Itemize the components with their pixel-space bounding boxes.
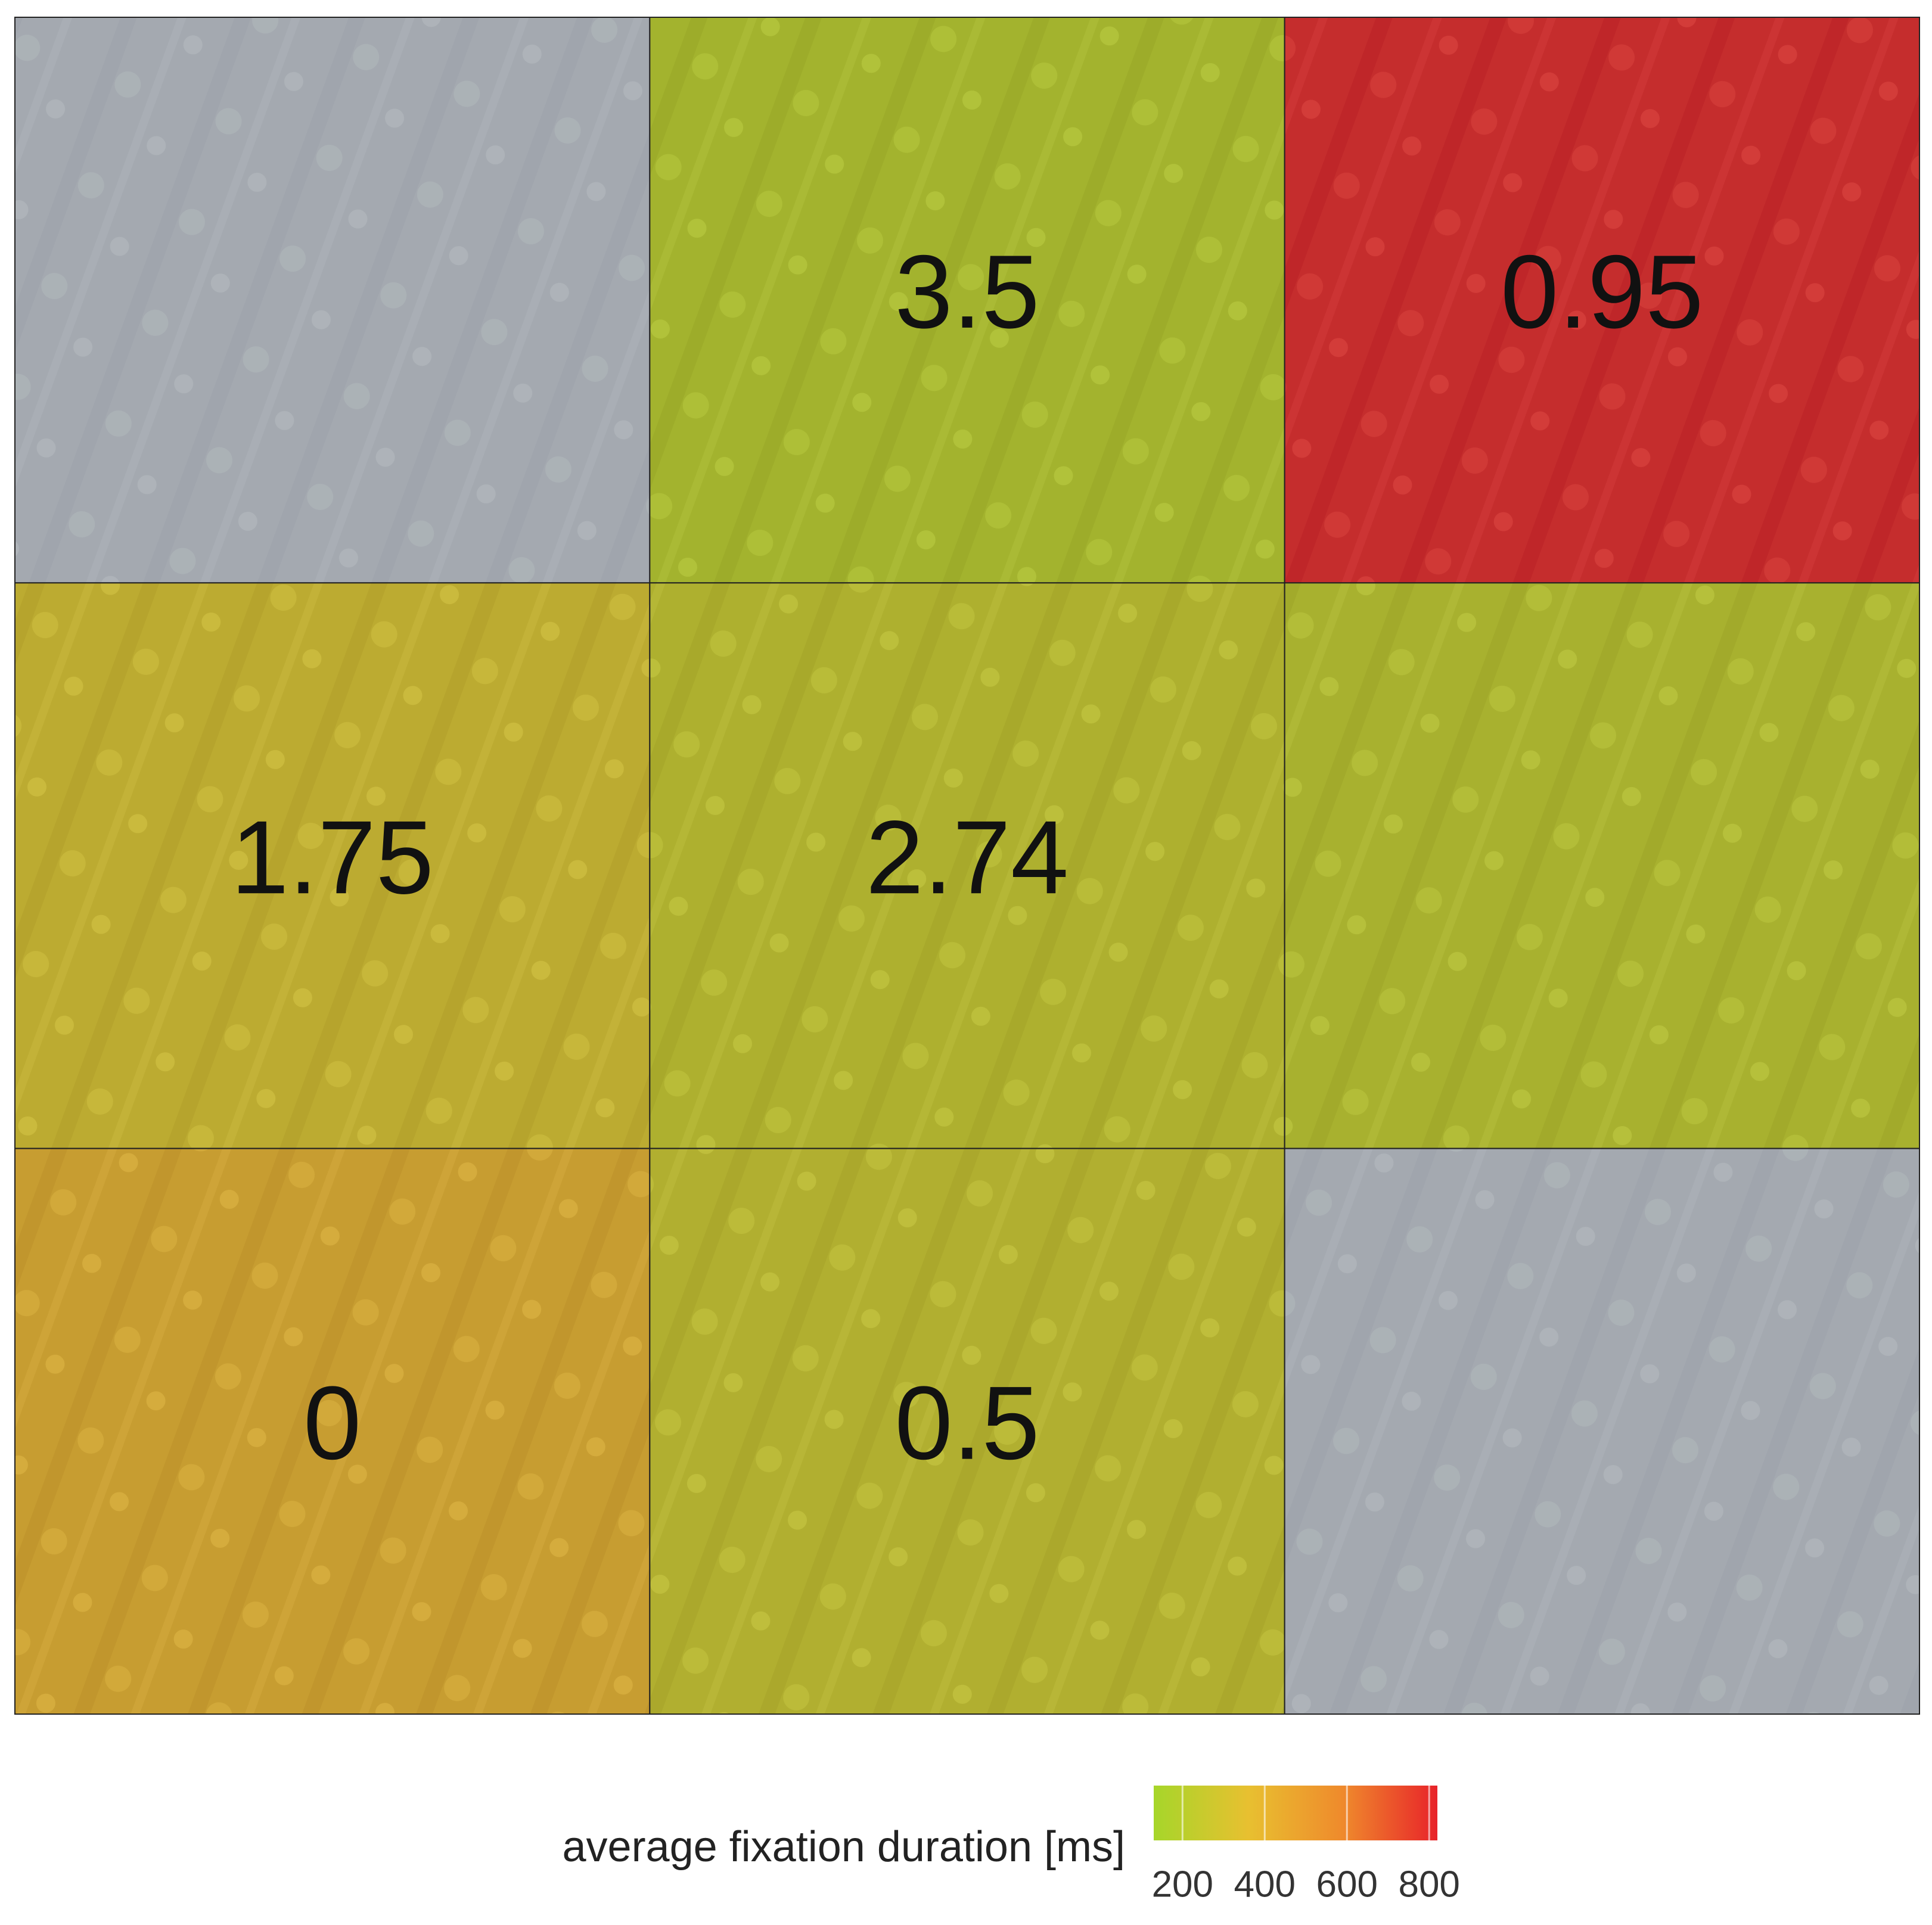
colorbar: average fixation duration [ms] 200 400 600… [562, 1786, 1460, 1905]
cell-label: 2.74 [866, 800, 1069, 916]
cell-label: 0 [303, 1366, 361, 1482]
colorbar-tick-label: 200 [1152, 1864, 1213, 1905]
colorbar-label: average fixation duration [ms] [562, 1823, 1125, 1871]
heatmap-cell [14, 582, 651, 1149]
heatmap-cell [1284, 17, 1921, 584]
heatmap-cell [649, 1147, 1285, 1715]
colorbar-tick-label: 600 [1316, 1864, 1378, 1905]
heatmap-cells: 3.5 0.95 1.75 2.74 0 0.5 [14, 17, 1921, 1715]
heatmap-cell [649, 17, 1285, 584]
heatmap-cell [649, 582, 1285, 1149]
heatmap-cell [1284, 582, 1921, 1149]
cell-label: 0.95 [1501, 234, 1704, 350]
cell-label: 1.75 [231, 800, 434, 916]
empty-cell [1284, 1147, 1921, 1715]
colorbar-tick-label: 800 [1398, 1864, 1459, 1905]
colorbar-tick-label: 400 [1234, 1864, 1296, 1905]
heatmap-cell [14, 1147, 651, 1715]
colorbar-gradient [1154, 1786, 1437, 1840]
cell-label: 0.5 [894, 1366, 1039, 1482]
empty-cell [14, 17, 651, 584]
cell-label: 3.5 [894, 234, 1039, 350]
